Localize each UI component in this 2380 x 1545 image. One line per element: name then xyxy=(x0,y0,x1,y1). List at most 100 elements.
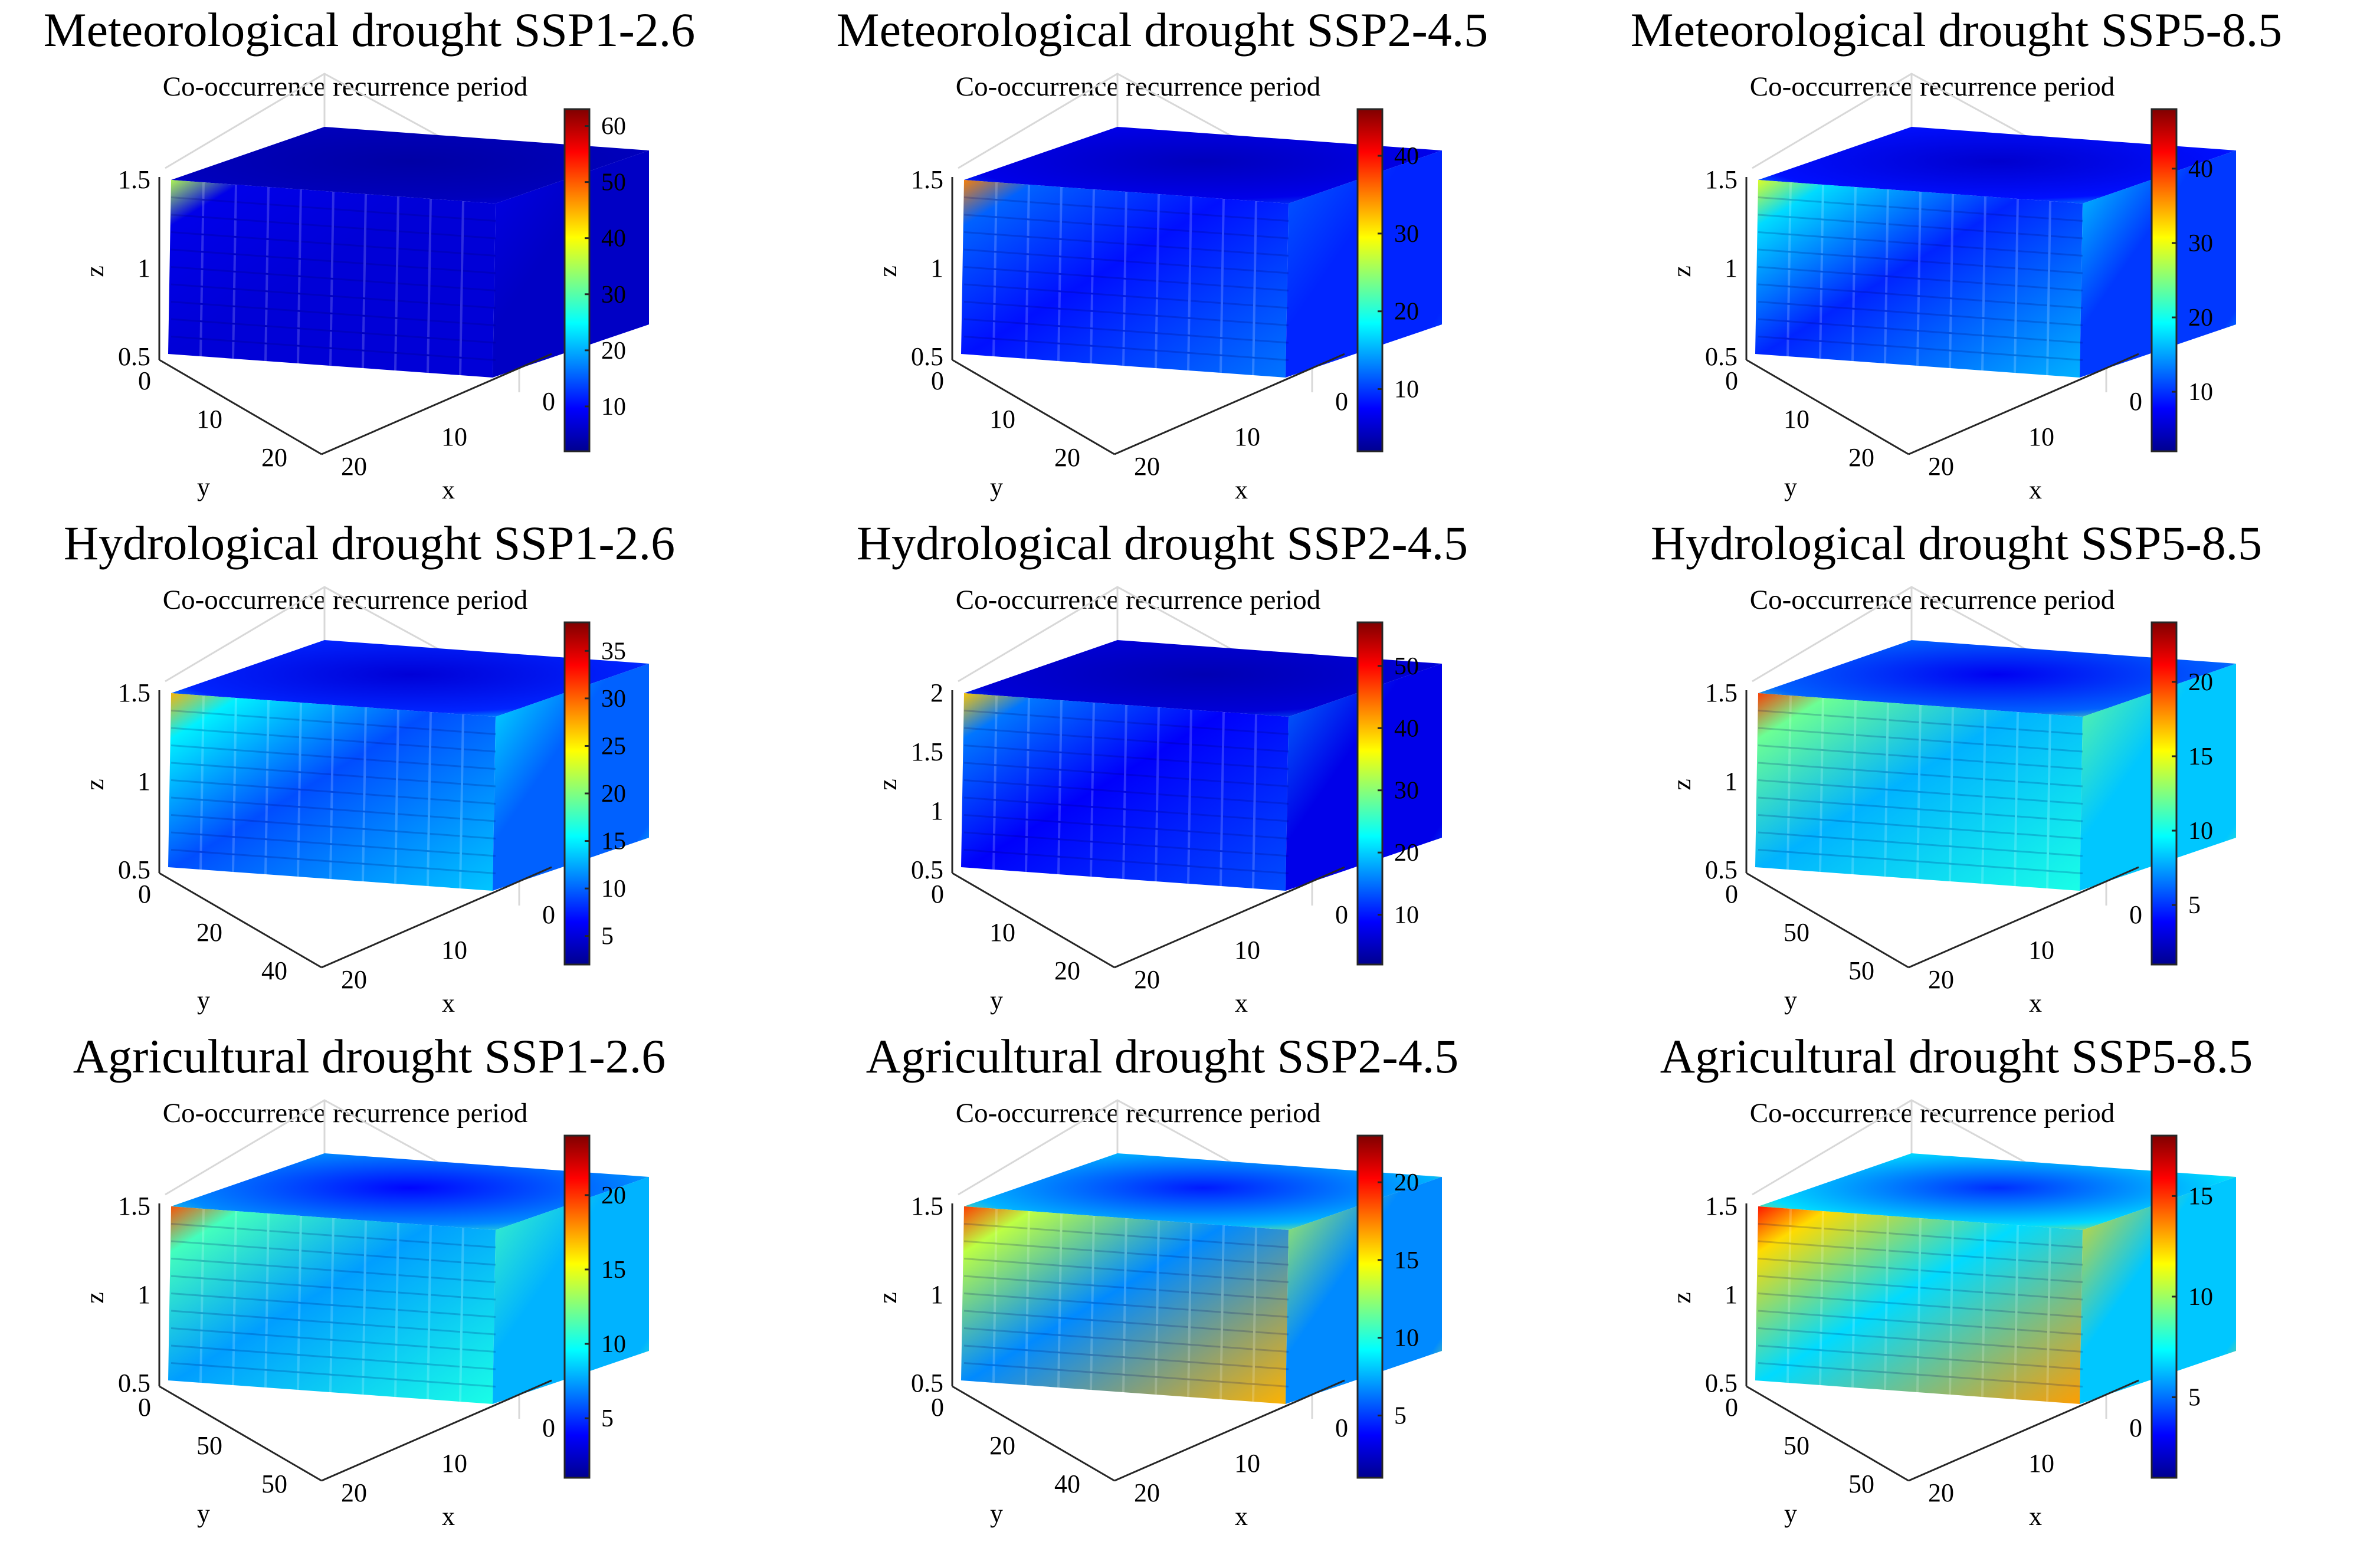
colorbar-tick-label: 15 xyxy=(601,1257,626,1284)
z-tick-label: 1 xyxy=(930,254,943,283)
voxel-line xyxy=(171,1258,496,1283)
voxel-line xyxy=(199,1208,205,1383)
colorbar-tick-label: 10 xyxy=(2188,818,2213,845)
voxel-line xyxy=(171,831,496,857)
y-tick-label: 50 xyxy=(1848,1469,1874,1498)
z-tick-label: 0.5 xyxy=(118,855,150,884)
axes xyxy=(158,177,552,455)
voxel-line xyxy=(171,1310,496,1336)
x-axis-label: x xyxy=(1235,989,1248,1018)
voxel-line xyxy=(171,744,496,770)
z-tick-label: 0.5 xyxy=(911,855,943,884)
x-tick-label: 10 xyxy=(441,1449,467,1478)
z-tick-label: 1.5 xyxy=(911,737,943,766)
voxel-line xyxy=(1981,709,1986,884)
voxel-line xyxy=(171,196,496,222)
voxel-line xyxy=(232,1211,237,1386)
chart-svg: Meteorological drought SSP5-8.5 Co-occurr… xyxy=(1631,3,2283,504)
voxel-line xyxy=(963,710,1289,735)
colorbar-tick-label: 20 xyxy=(1394,839,1419,867)
voxel-line xyxy=(963,301,1289,326)
voxel-line xyxy=(329,1218,335,1393)
x-tick-label: 20 xyxy=(341,965,367,994)
colorbar-tick-label: 15 xyxy=(1394,1247,1419,1274)
chart-title: Agricultural drought SSP1-2.6 xyxy=(73,1029,666,1083)
voxel-line xyxy=(1057,1213,1063,1388)
chart-subtitle: Co-occurrence recurrence period xyxy=(163,71,527,102)
cube-top-face xyxy=(1758,127,2236,204)
voxel-line xyxy=(459,714,464,889)
voxel-line xyxy=(1219,1225,1225,1400)
chart-title: Hydrological drought SSP2-4.5 xyxy=(857,516,1468,570)
x-tick-label: 0 xyxy=(2129,1413,2142,1442)
x-axis-label: x xyxy=(2029,989,2042,1018)
chart-title: Meteorological drought SSP2-4.5 xyxy=(837,3,1489,57)
x-tick-label: 20 xyxy=(1928,1478,1954,1507)
z-tick-label: 1 xyxy=(137,1280,150,1309)
voxel-line xyxy=(1758,779,2083,805)
voxel-line xyxy=(1949,707,1954,882)
voxel-line xyxy=(1758,727,2083,753)
y-axis-label: y xyxy=(990,1499,1003,1528)
y-tick-label: 10 xyxy=(989,918,1015,947)
voxel-texture xyxy=(171,1208,496,1402)
x-tick-label: 20 xyxy=(1134,965,1160,994)
colorbar-tick-label: 20 xyxy=(2188,304,2213,332)
colorbar-tick-label: 30 xyxy=(601,281,626,309)
voxel-line xyxy=(1090,1215,1095,1390)
colorbar-tick-label: 20 xyxy=(2188,669,2213,696)
z-tick-label: 1 xyxy=(137,767,150,796)
colorbar xyxy=(2150,108,2178,452)
voxel-line xyxy=(1819,697,1824,872)
chart-svg: Hydrological drought SSP2-4.5 Co-occurren… xyxy=(857,516,1468,1018)
colorbar-tick-label: 25 xyxy=(601,733,626,760)
y-axis-line xyxy=(159,359,322,455)
voxel-line xyxy=(963,779,1289,805)
x-tick-label: 20 xyxy=(341,1478,367,1507)
y-tick-label: 0 xyxy=(1725,880,1738,908)
x-tick-label: 20 xyxy=(1134,452,1160,481)
colorbar-tick-label: 10 xyxy=(2188,1284,2213,1311)
voxel-texture xyxy=(171,182,496,376)
x-axis-line xyxy=(1114,353,1345,455)
z-axis-label: z xyxy=(80,265,109,277)
y-axis-label: y xyxy=(197,473,210,501)
voxel-line xyxy=(963,318,1289,344)
colorbar-tick-label: 15 xyxy=(2188,743,2213,770)
x-tick-label: 0 xyxy=(1335,900,1348,929)
axes xyxy=(158,690,552,969)
y-axis-line xyxy=(952,1385,1115,1482)
voxel-line xyxy=(459,201,464,376)
y-tick-label: 40 xyxy=(1054,1469,1080,1498)
chart-svg: Hydrological drought SSP1-2.6 Co-occurren… xyxy=(64,516,675,1018)
chart-panel: Meteorological drought SSP5-8.5 Co-occurr… xyxy=(1587,0,2380,515)
y-tick-label: 0 xyxy=(138,880,151,908)
voxel-line xyxy=(264,700,270,875)
voxel-line xyxy=(963,744,1289,770)
voxel-line xyxy=(963,762,1289,788)
voxel-line xyxy=(963,1223,1289,1248)
chart-subtitle: Co-occurrence recurrence period xyxy=(1750,1098,2115,1129)
z-axis-label: z xyxy=(1667,1292,1696,1304)
x-tick-label: 0 xyxy=(542,1413,555,1442)
voxel-line xyxy=(297,702,302,877)
y-axis-line xyxy=(159,1385,322,1482)
voxel-line xyxy=(963,336,1289,361)
chart-svg: Agricultural drought SSP5-8.5 Co-occurren… xyxy=(1660,1029,2253,1531)
y-axis-label: y xyxy=(1784,986,1797,1015)
voxel-line xyxy=(2046,201,2051,376)
cube-top-face xyxy=(171,640,649,717)
voxel-texture xyxy=(171,695,496,889)
y-tick-label: 10 xyxy=(989,405,1015,434)
voxel-line xyxy=(992,1208,998,1383)
voxel-line xyxy=(963,266,1289,291)
chart-svg: Meteorological drought SSP2-4.5 Co-occurr… xyxy=(837,3,1489,504)
voxel-line xyxy=(1851,186,1857,362)
chart-panel: Agricultural drought SSP5-8.5 Co-occurren… xyxy=(1587,1026,2380,1541)
z-tick-label: 1.5 xyxy=(1705,1192,1738,1221)
cube-top-face xyxy=(964,640,1442,717)
voxel-line xyxy=(199,182,205,357)
voxel-line xyxy=(1090,189,1095,364)
voxel-line xyxy=(329,704,335,880)
cube-left-face xyxy=(961,180,1289,378)
